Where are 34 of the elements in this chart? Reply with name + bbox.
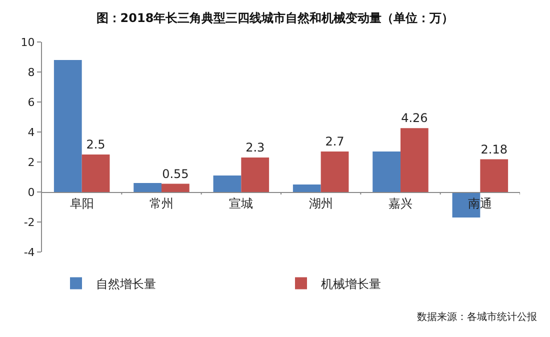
x-tick-label: 常州 xyxy=(150,196,174,210)
bar xyxy=(292,184,321,192)
y-tick-label: 6 xyxy=(28,96,35,109)
bar xyxy=(82,154,110,192)
bar xyxy=(213,176,242,192)
bar xyxy=(400,128,428,192)
y-tick-label: 2 xyxy=(28,156,35,169)
y-tick-label: -2 xyxy=(24,216,35,229)
bar xyxy=(480,159,508,192)
data-label: 4.26 xyxy=(401,111,428,126)
chart-title: 图：2018年长三角典型三四线城市自然和机械变动量（单位：万） xyxy=(96,10,454,25)
data-label: 2.7 xyxy=(325,134,344,148)
bar xyxy=(241,158,270,192)
y-tick-label: 0 xyxy=(28,186,35,199)
legend-label: 自然增长量 xyxy=(96,276,156,291)
y-tick-label: -4 xyxy=(24,246,35,259)
x-tick-label: 宣城 xyxy=(229,196,254,210)
data-label: 0.55 xyxy=(162,166,189,181)
legend-label: 机械增长量 xyxy=(321,276,381,291)
y-tick-label: 4 xyxy=(28,126,35,139)
data-label: 2.18 xyxy=(480,142,508,156)
bar xyxy=(162,184,190,192)
data-label: 2.3 xyxy=(246,140,265,154)
y-tick-label: 10 xyxy=(20,36,35,49)
source-note: 数据来源：各城市统计公报 xyxy=(417,311,537,323)
y-tick-label: 8 xyxy=(28,66,35,79)
bar xyxy=(320,152,349,192)
data-label: 2.5 xyxy=(86,138,106,152)
x-tick-label: 阜阳 xyxy=(70,196,94,210)
x-tick-label: 湖州 xyxy=(308,196,333,210)
x-tick-label: 嘉兴 xyxy=(388,196,412,210)
bar xyxy=(134,183,162,192)
bar xyxy=(54,60,82,192)
bar xyxy=(372,152,400,192)
